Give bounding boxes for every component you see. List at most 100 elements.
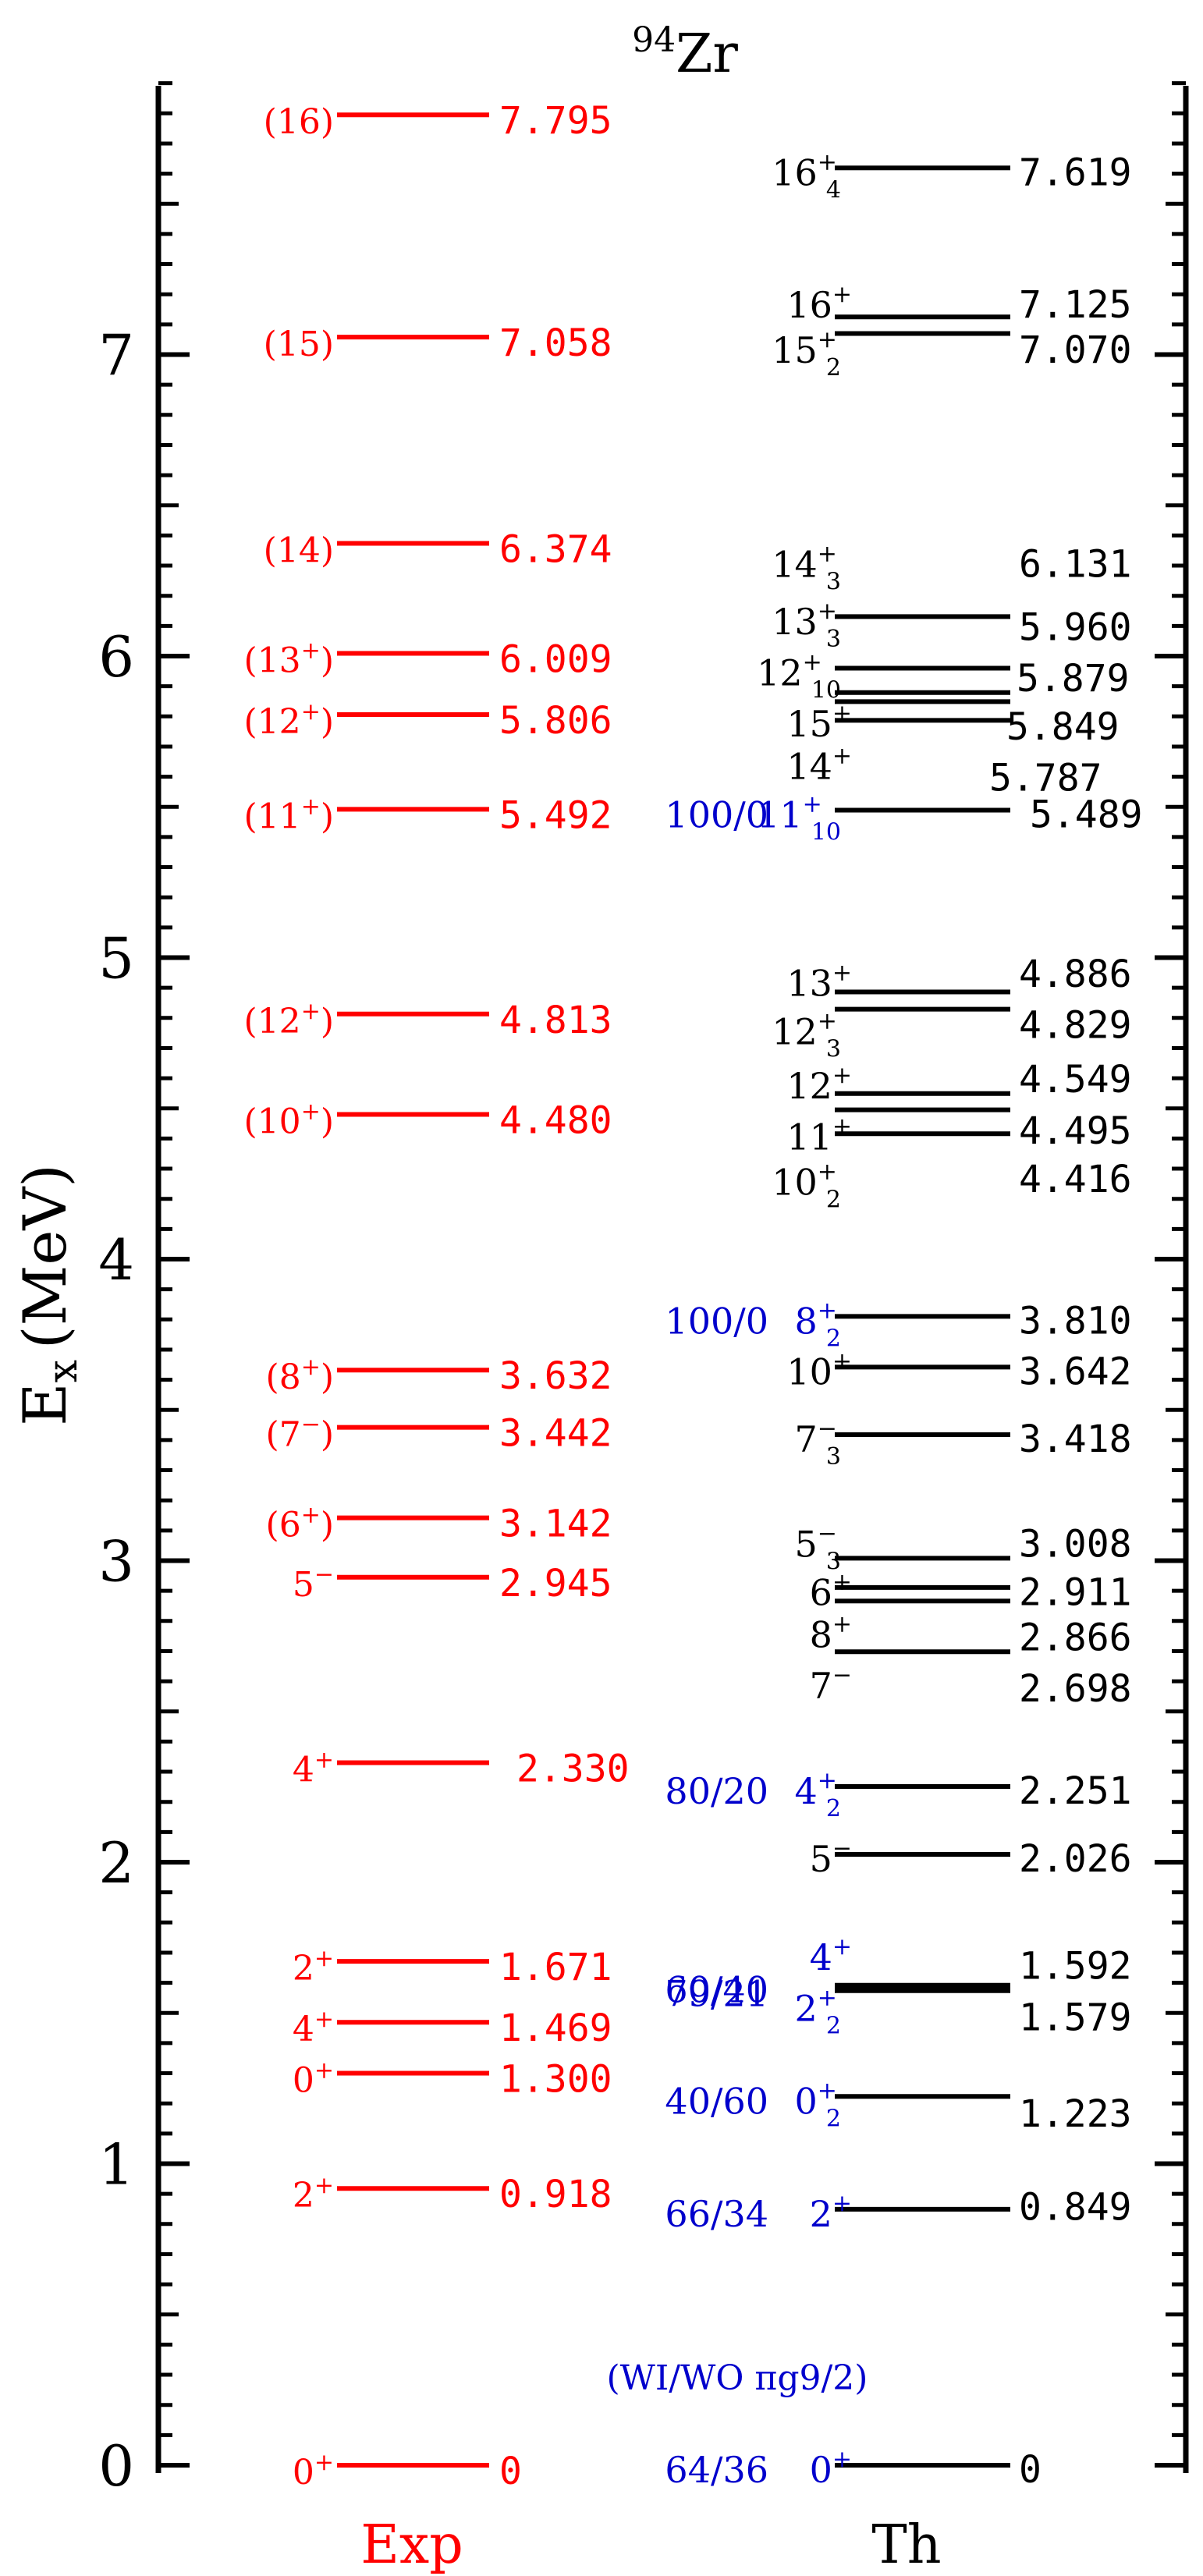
th-energy-label: 5.787 <box>989 757 1102 800</box>
th-energy-label: 4.495 <box>1019 1109 1132 1153</box>
th-energy-label: 4.416 <box>1019 1158 1132 1201</box>
exp-spin-parity-label: (16) <box>264 102 334 142</box>
th-spin-parity-label: 15+ <box>786 700 852 745</box>
th-energy-label: 5.879 <box>1017 657 1130 701</box>
th-spin-parity-label: 12+ 10 <box>757 648 841 704</box>
exp-energy-label: 3.632 <box>499 1354 612 1398</box>
exp-spin-parity-label: 0+ <box>293 2057 334 2101</box>
chart-title: 94Zr <box>632 20 738 85</box>
y-tick-label: 0 <box>98 2433 134 2499</box>
th-energy-label: 5.489 <box>1030 793 1143 837</box>
th-energy-label: 1.592 <box>1019 1945 1132 1989</box>
y-tick-label: 6 <box>98 624 134 690</box>
th-energy-label: 4.886 <box>1019 953 1132 996</box>
exp-spin-parity-label: (15) <box>264 325 334 364</box>
th-spin-parity-label: 13+ 3 <box>772 598 841 653</box>
th-energy-label: 1.223 <box>1019 2092 1132 2136</box>
exp-energy-label: 3.142 <box>499 1503 612 1546</box>
th-energy-label: 2.866 <box>1019 1616 1132 1659</box>
y-tick-label: 4 <box>98 1227 134 1293</box>
th-spin-parity-label: 5− <box>810 1835 852 1880</box>
exp-spin-parity-label: 2+ <box>293 2172 334 2216</box>
th-energy-label: 3.008 <box>1019 1522 1132 1566</box>
th-energy-label: 0.849 <box>1019 2186 1132 2230</box>
th-energy-label: 7.070 <box>1019 328 1132 372</box>
th-energy-label: 5.849 <box>1006 705 1120 749</box>
y-tick-label: 1 <box>98 2132 134 2198</box>
th-spin-parity-label: 10+ 2 <box>772 1158 841 1214</box>
th-spin-parity-label: 14+ 3 <box>772 540 841 595</box>
exp-spin-parity-label: (6+) <box>266 1502 334 1545</box>
exp-spin-parity-label: (13+) <box>244 637 334 681</box>
title-element: Zr <box>676 23 738 85</box>
exp-energy-label: 1.671 <box>499 1946 612 1989</box>
exp-energy-label: 7.058 <box>499 321 612 365</box>
column-label-exp: Exp <box>360 2514 463 2576</box>
th-energy-label: 2.251 <box>1019 1769 1132 1813</box>
th-ratio-label: 40/60 <box>665 2080 768 2122</box>
y-tick-label: 5 <box>98 926 134 992</box>
exp-spin-parity-label: (7−) <box>266 1411 334 1455</box>
th-ratio-label: 100/0 <box>665 1300 768 1342</box>
th-ratio-label: 60/40 <box>665 1969 768 2011</box>
th-spin-parity-label: 8+ 2 <box>794 1297 841 1352</box>
exp-energy-label: 1.300 <box>499 2058 612 2102</box>
th-ratio-label: 79/21 <box>665 1973 768 2015</box>
th-energy-label: 6.131 <box>1019 542 1132 586</box>
exp-spin-parity-label: 4+ <box>293 2006 334 2049</box>
th-energy-label: 0 <box>1019 2448 1042 2492</box>
exp-energy-label: 4.480 <box>499 1098 612 1142</box>
exp-spin-parity-label: 5− <box>293 1561 334 1605</box>
exp-spin-parity-label: (10+) <box>244 1098 334 1141</box>
th-energy-label: 2.026 <box>1019 1837 1132 1881</box>
th-energy-label: 3.642 <box>1019 1350 1132 1393</box>
th-spin-parity-label: 15+ 2 <box>772 326 841 381</box>
th-energy-label: 3.810 <box>1019 1299 1132 1343</box>
th-energy-label: 3.418 <box>1019 1418 1132 1461</box>
exp-spin-parity-label: (8+) <box>266 1354 334 1397</box>
th-spin-parity-label: 2+ <box>810 2190 852 2235</box>
y-axis-label-unit: (MeV) <box>10 1164 80 1349</box>
exp-energy-label: 0.918 <box>499 2173 612 2216</box>
th-spin-parity-label: 16+ <box>786 281 852 326</box>
th-ratio-label: 80/20 <box>665 1770 768 1812</box>
th-spin-parity-label: 4+ 2 <box>794 1767 841 1822</box>
exp-energy-label: 6.374 <box>499 527 612 571</box>
th-spin-parity-label: 0+ <box>810 2446 852 2491</box>
y-axis-label: Ex (MeV) <box>10 1164 87 1426</box>
exp-spin-parity-label: (12+) <box>244 998 334 1041</box>
exp-energy-label: 5.492 <box>499 793 612 837</box>
column-label-th: Th <box>871 2514 941 2576</box>
th-energy-label: 5.960 <box>1019 605 1132 649</box>
th-spin-parity-label: 10+ <box>786 1347 852 1393</box>
th-ratio-label: 64/36 <box>665 2449 768 2491</box>
th-energy-label: 4.549 <box>1019 1058 1132 1102</box>
title-mass-number: 94 <box>632 20 676 60</box>
exp-spin-parity-label: 4+ <box>293 1746 334 1790</box>
th-spin-parity-label: 2+ 2 <box>794 1985 841 2040</box>
th-ratio-label: 100/0 <box>665 794 768 836</box>
th-spin-parity-label: 7− 3 <box>794 1415 841 1471</box>
th-annotation-header: (WI/WO πg9/2) <box>607 2358 868 2398</box>
th-spin-parity-label: 0+ 2 <box>794 2077 841 2132</box>
th-spin-parity-label: 12+ <box>786 1062 852 1107</box>
exp-energy-label: 1.469 <box>499 2007 612 2050</box>
th-spin-parity-label: 7− <box>810 1662 852 1707</box>
labels-group: 0+ 0 2+ 0.918 0+ 1.300 4+ 1.469 2+ 1.671 4+ 2.330 5−… <box>244 99 1143 2493</box>
exp-energy-label: 7.795 <box>499 99 612 143</box>
th-spin-parity-label: 14+ <box>786 742 852 787</box>
exp-spin-parity-label: 0+ <box>293 2449 334 2493</box>
exp-energy-label: 2.330 <box>516 1747 630 1790</box>
exp-energy-label: 0 <box>499 2450 522 2493</box>
th-spin-parity-label: 5− 3 <box>794 1520 841 1575</box>
th-ratio-label: 66/34 <box>665 2193 768 2235</box>
exp-energy-label: 3.442 <box>499 1412 612 1456</box>
th-energy-label: 4.829 <box>1019 1004 1132 1048</box>
exp-energy-label: 5.806 <box>499 699 612 743</box>
th-energy-label: 1.579 <box>1019 1996 1132 2039</box>
th-energy-label: 2.698 <box>1019 1667 1132 1711</box>
th-spin-parity-label: 11+ <box>786 1113 852 1158</box>
th-energy-label: 2.911 <box>1019 1570 1132 1614</box>
y-axis-label-subscript: x <box>40 1360 87 1382</box>
